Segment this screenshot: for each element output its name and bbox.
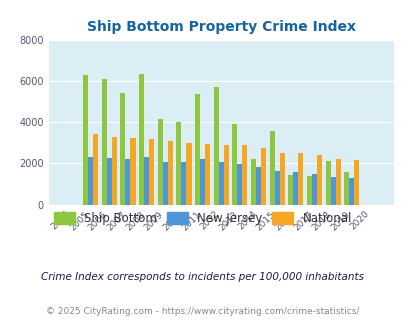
Bar bbox=[343, 172, 349, 205]
Bar bbox=[237, 164, 242, 205]
Bar bbox=[167, 141, 173, 205]
Bar bbox=[186, 143, 191, 205]
Bar bbox=[194, 94, 200, 205]
Bar bbox=[176, 122, 181, 205]
Bar bbox=[125, 159, 130, 205]
Bar bbox=[293, 172, 298, 205]
Bar bbox=[311, 174, 316, 205]
Bar bbox=[162, 162, 167, 205]
Bar bbox=[250, 159, 256, 205]
Bar bbox=[181, 162, 186, 205]
Bar bbox=[288, 175, 293, 205]
Bar bbox=[256, 168, 260, 205]
Text: © 2025 CityRating.com - https://www.cityrating.com/crime-statistics/: © 2025 CityRating.com - https://www.city… bbox=[46, 307, 359, 315]
Bar bbox=[349, 178, 354, 205]
Title: Ship Bottom Property Crime Index: Ship Bottom Property Crime Index bbox=[87, 20, 355, 34]
Bar bbox=[205, 144, 210, 205]
Bar bbox=[274, 171, 279, 205]
Bar bbox=[325, 161, 330, 205]
Bar bbox=[218, 162, 223, 205]
Bar bbox=[223, 145, 228, 205]
Text: Crime Index corresponds to incidents per 100,000 inhabitants: Crime Index corresponds to incidents per… bbox=[41, 273, 364, 282]
Bar bbox=[139, 74, 144, 205]
Bar bbox=[213, 87, 218, 205]
Bar bbox=[111, 137, 117, 205]
Bar bbox=[269, 131, 274, 205]
Bar bbox=[354, 160, 358, 205]
Bar bbox=[279, 153, 284, 205]
Bar bbox=[149, 139, 154, 205]
Bar bbox=[330, 177, 335, 205]
Bar bbox=[260, 148, 266, 205]
Bar bbox=[144, 157, 149, 205]
Bar bbox=[232, 124, 237, 205]
Bar bbox=[120, 93, 125, 205]
Bar bbox=[316, 155, 321, 205]
Bar bbox=[88, 157, 93, 205]
Bar bbox=[306, 176, 311, 205]
Bar bbox=[107, 158, 111, 205]
Bar bbox=[102, 79, 107, 205]
Bar bbox=[200, 159, 205, 205]
Bar bbox=[157, 119, 162, 205]
Bar bbox=[83, 75, 88, 205]
Bar bbox=[298, 153, 303, 205]
Bar bbox=[130, 138, 135, 205]
Legend: Ship Bottom, New Jersey, National: Ship Bottom, New Jersey, National bbox=[53, 212, 352, 225]
Bar bbox=[242, 145, 247, 205]
Bar bbox=[335, 159, 340, 205]
Bar bbox=[93, 135, 98, 205]
